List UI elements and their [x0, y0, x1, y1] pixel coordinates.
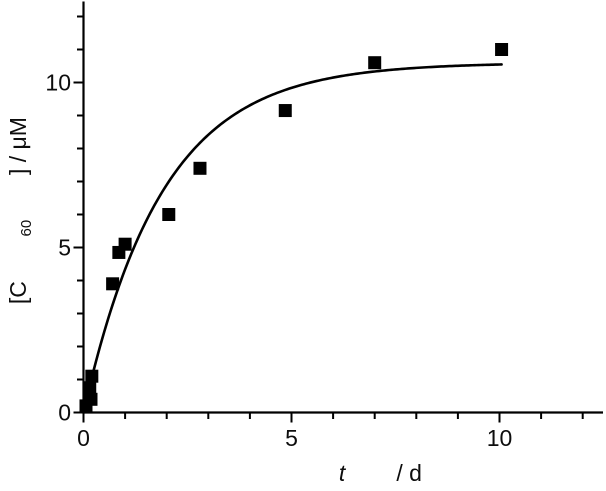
data-point-marker	[162, 208, 176, 221]
x-tick-label: 10	[487, 425, 513, 451]
fit-curve-path	[82, 63, 503, 414]
y-axis-label: [C 60 ] / μM	[5, 85, 36, 349]
y-tick-label: 5	[58, 235, 71, 261]
data-point-marker	[84, 392, 98, 406]
x-tick-label: 0	[77, 425, 90, 451]
data-points	[79, 43, 509, 413]
x-tick-label: 5	[285, 425, 298, 451]
axes	[82, 1, 603, 414]
data-point-marker	[83, 381, 97, 395]
fit-curve	[82, 63, 503, 414]
tick-labels: 0 5 10 0 5 10	[45, 70, 512, 452]
data-point-marker	[118, 237, 132, 251]
y-tick-label: 0	[58, 400, 71, 426]
axis-ticks	[73, 15, 584, 423]
y-tick-label: 10	[45, 70, 71, 96]
data-point-marker	[368, 56, 382, 70]
data-point-marker	[193, 161, 207, 175]
x-axis-label: t / d	[294, 460, 454, 486]
data-point-marker	[106, 277, 120, 291]
data-point-marker	[85, 369, 99, 383]
data-point-marker	[495, 43, 509, 56]
data-point-marker	[278, 104, 292, 118]
